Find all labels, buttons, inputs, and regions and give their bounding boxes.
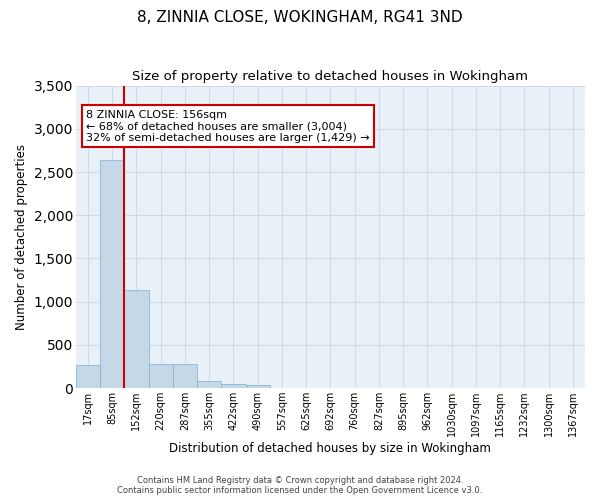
Bar xyxy=(173,364,197,388)
Bar xyxy=(124,290,149,388)
Y-axis label: Number of detached properties: Number of detached properties xyxy=(15,144,28,330)
Bar xyxy=(245,385,270,388)
Text: 8, ZINNIA CLOSE, WOKINGHAM, RG41 3ND: 8, ZINNIA CLOSE, WOKINGHAM, RG41 3ND xyxy=(137,10,463,25)
Bar xyxy=(100,160,124,388)
Title: Size of property relative to detached houses in Wokingham: Size of property relative to detached ho… xyxy=(133,70,529,83)
Bar xyxy=(197,381,221,388)
Text: Contains HM Land Registry data © Crown copyright and database right 2024.
Contai: Contains HM Land Registry data © Crown c… xyxy=(118,476,482,495)
Bar xyxy=(149,364,173,388)
X-axis label: Distribution of detached houses by size in Wokingham: Distribution of detached houses by size … xyxy=(169,442,491,455)
Text: 8 ZINNIA CLOSE: 156sqm
← 68% of detached houses are smaller (3,004)
32% of semi-: 8 ZINNIA CLOSE: 156sqm ← 68% of detached… xyxy=(86,110,370,143)
Bar xyxy=(221,384,245,388)
Bar xyxy=(76,365,100,388)
